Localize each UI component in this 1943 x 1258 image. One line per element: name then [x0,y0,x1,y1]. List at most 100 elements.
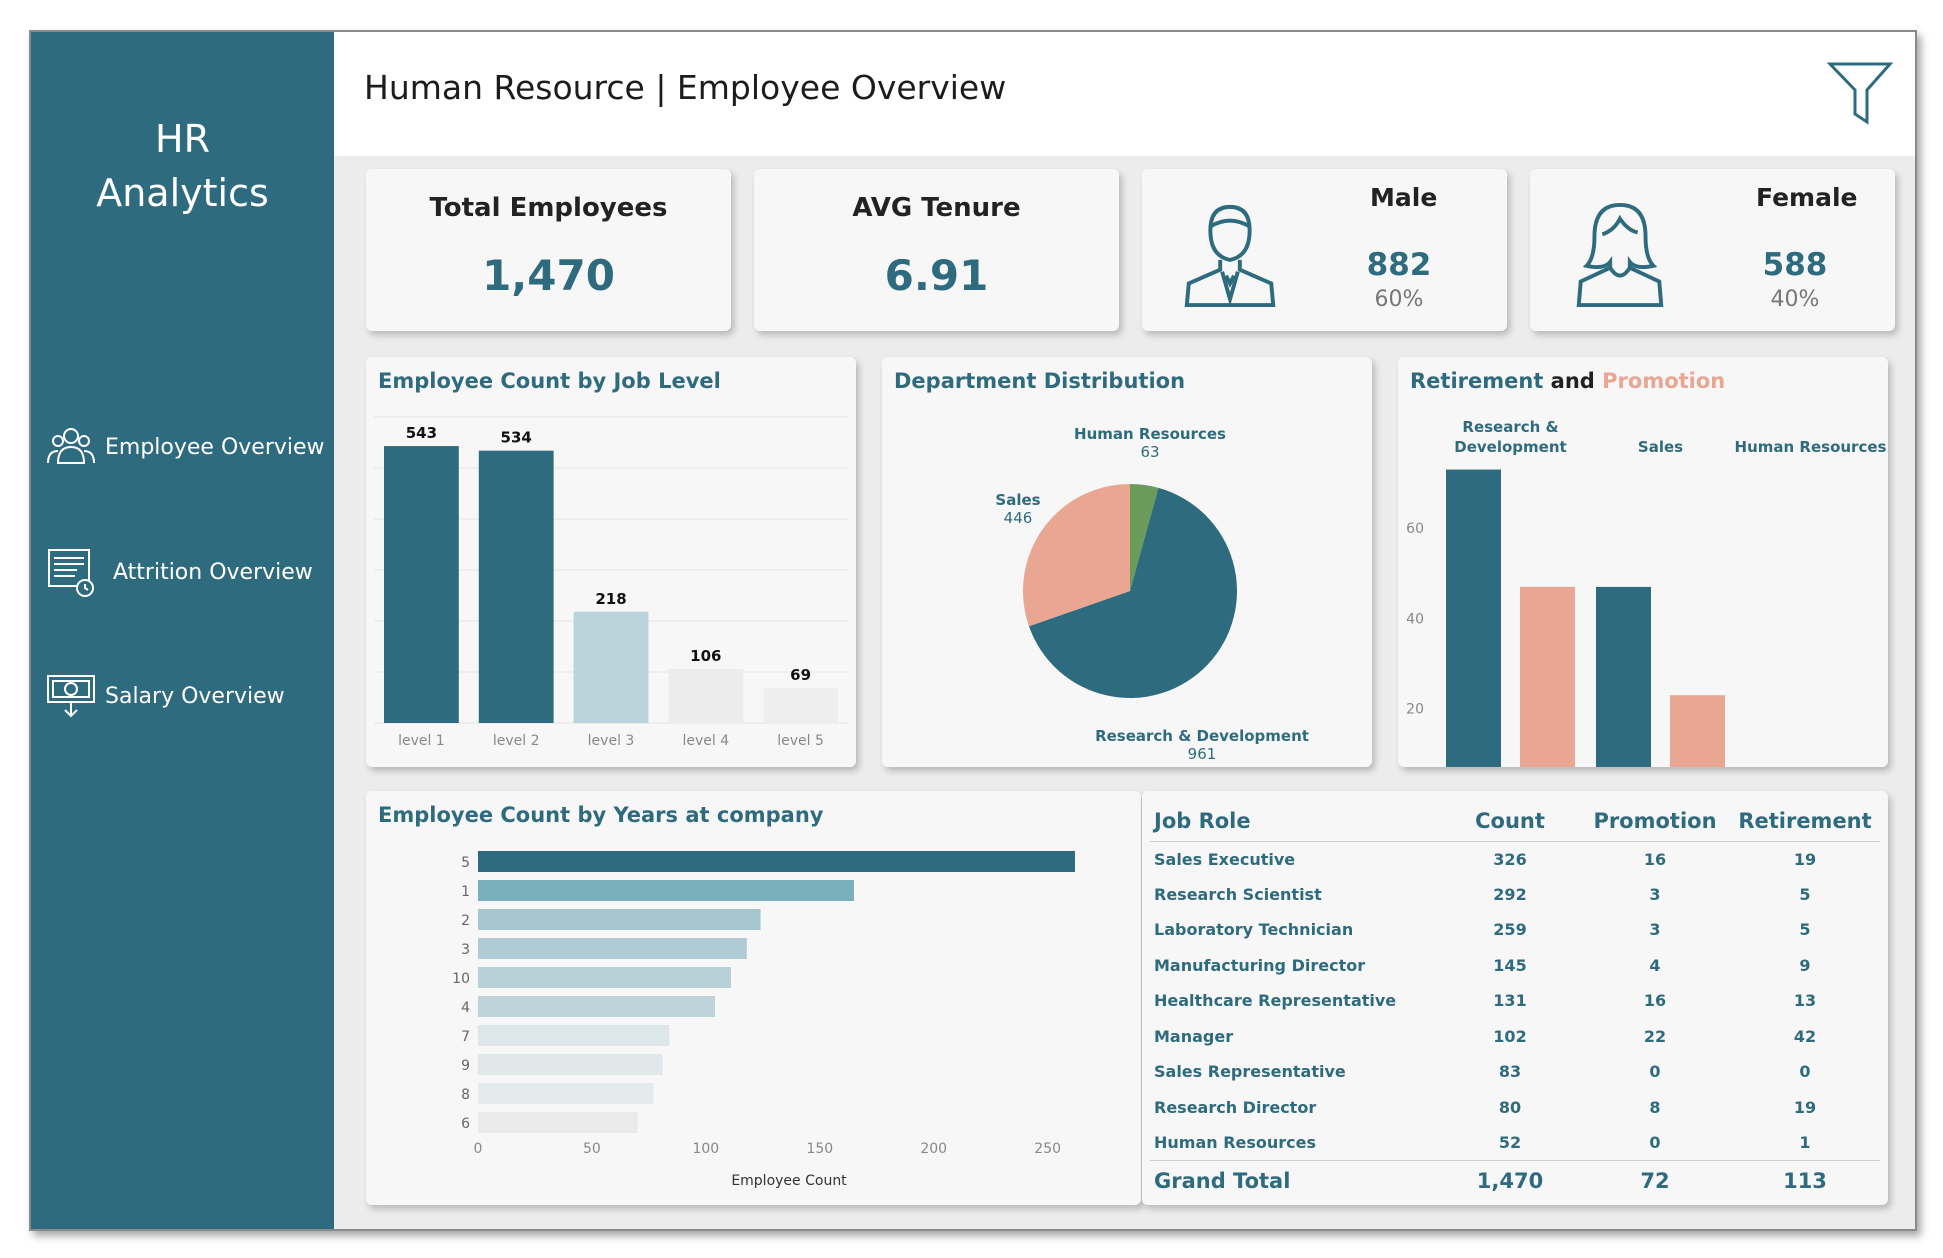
kpi-value: 588 [1762,247,1828,283]
promotion-cell: 3 [1649,884,1661,904]
chart-title: Employee Count by Job Level [378,369,721,393]
retirement-cell: 5 [1799,920,1811,940]
sidebar: HR Analytics Employee Overview Attrition… [31,32,334,1229]
bar [668,668,744,723]
y-tick-label: 7 [461,1029,470,1045]
pie-slice [1130,484,1159,591]
chart-title: Employee Count by Years at company [378,803,824,827]
table-row[interactable]: Laboratory Technician 259 3 5 [1150,912,1880,948]
nav-employee-overview[interactable]: Employee Overview [45,417,330,477]
y-tick-label: 3 [461,942,470,958]
slice-value: 446 [1004,509,1033,527]
promotion-cell: 0 [1649,1062,1661,1082]
table-row[interactable]: Human Resources 52 0 1 [1150,1125,1880,1161]
nav-label: Attrition Overview [113,559,313,585]
category-label: Sales [1638,438,1683,456]
table-row[interactable]: Sales Executive 326 16 19 [1150,841,1880,877]
table-row[interactable]: Research Director 80 8 19 [1150,1090,1880,1126]
bar [478,996,715,1017]
promotion-cell: 4 [1649,955,1661,975]
brand-line-1: HR [155,117,210,161]
job-role-cell: Sales Representative [1154,1062,1346,1082]
bar [478,880,854,901]
y-tick-label: 20 [1406,702,1424,718]
filter-icon[interactable] [1827,60,1893,126]
people-group-icon [47,428,95,464]
pie-slice [1023,484,1130,627]
job-role-cell: Research Scientist [1154,884,1322,904]
kpi-total-employees: Total Employees 1,470 [366,169,731,331]
total-label-cell: Grand Total [1150,1160,1440,1201]
data-label: 543 [406,424,437,442]
nav-label: Salary Overview [105,683,285,709]
title-and: and [1543,369,1603,393]
pie-slice [1028,487,1237,698]
slice-label: Research & Development [1095,727,1309,745]
count-cell: 52 [1498,1133,1522,1152]
kpi-value: 1,470 [482,251,615,300]
kpi-avg-tenure: AVG Tenure 6.91 [754,169,1119,331]
count-cell: 326 [1493,849,1527,869]
slice-value: 63 [1140,443,1159,461]
table-row[interactable]: Sales Representative 83 0 0 [1150,1054,1880,1090]
chart-title: Retirement and Promotion [1410,369,1725,393]
table-row[interactable]: Manager 102 22 42 [1150,1019,1880,1055]
bar [478,1083,654,1104]
bar [384,446,459,723]
y-tick-label: 9 [461,1058,470,1074]
bar [478,450,554,723]
kpi-female: Female 588 40% [1530,169,1895,331]
column-header[interactable]: Job Role [1150,801,1440,842]
kpi-value: 6.91 [884,251,989,300]
data-label: 106 [690,647,721,665]
kpi-value: 882 [1366,247,1432,283]
header: Human Resource | Employee Overview [334,32,1915,156]
bar [763,687,838,723]
y-tick-label: 60 [1406,521,1424,537]
retirement-cell: 13 [1793,991,1817,1011]
table-row[interactable]: Research Scientist 292 3 5 [1150,877,1880,913]
nav-salary-overview[interactable]: Salary Overview [45,666,330,726]
total-promotion-cell: 72 [1580,1160,1730,1201]
kpi-percent: 40% [1770,287,1820,312]
data-label: 534 [501,429,532,447]
retirement-cell: 42 [1793,1026,1817,1046]
table-row[interactable]: Manufacturing Director 145 4 9 [1150,948,1880,984]
table-row[interactable]: Healthcare Representative 131 16 13 [1150,983,1880,1019]
kpi-percent: 60% [1374,287,1424,312]
years-chart-card: Employee Count by Years at company 5 1 2 3 1… [366,791,1141,1205]
title-retirement: Retirement [1410,369,1544,393]
count-cell: 292 [1493,884,1527,904]
column-header[interactable]: Count [1440,801,1580,842]
promotion-cell: 22 [1643,1026,1667,1046]
column-header[interactable]: Retirement [1730,801,1880,842]
total-count-cell: 1,470 [1440,1160,1580,1201]
x-axis-title: Employee Count [731,1173,847,1189]
retirement-cell: 5 [1799,884,1811,904]
job-role-cell: Manager [1154,1026,1234,1046]
slice-label: Sales [995,491,1040,509]
x-tick-label: 200 [920,1141,947,1157]
x-tick-label: 50 [583,1141,601,1157]
promotion-cell: 0 [1649,1133,1661,1152]
bar [573,611,649,723]
brand-title: HR Analytics [31,112,334,220]
job-role-cell: Human Resources [1154,1133,1317,1152]
slice-value: 961 [1188,745,1217,763]
years-at-company-chart: 5 1 2 3 10 4 7 9 8 60 50 100 150 200 250 Employee Count [452,851,1075,1189]
bar [478,1025,670,1046]
y-tick-label: 8 [461,1087,470,1103]
kpi-male: Male 882 60% [1142,169,1507,331]
kpi-label: Male [1370,183,1438,212]
promotion-cell: 3 [1649,920,1661,940]
job-role-cell: Laboratory Technician [1154,920,1354,940]
y-tick-label: 6 [461,1116,470,1132]
retirement-promotion-card: Retirement and Promotion 0204060Research… [1398,357,1888,767]
count-cell: 259 [1493,920,1527,940]
nav-attrition-overview[interactable]: Attrition Overview [45,542,330,602]
column-header[interactable]: Promotion [1580,801,1730,842]
retirement-cell: 1 [1799,1133,1811,1152]
department-chart-card: Department Distribution Human Resources 6… [882,357,1372,767]
bar [478,1054,663,1075]
dashboard-frame: HR Analytics Employee Overview Attrition… [29,30,1917,1231]
